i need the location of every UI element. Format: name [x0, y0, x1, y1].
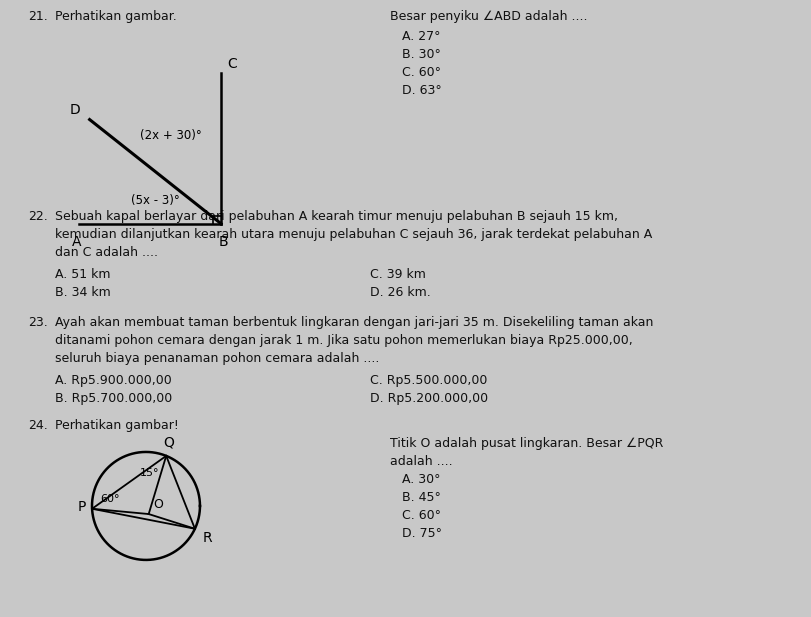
Text: C. 60°: C. 60° — [402, 66, 441, 79]
Text: D. 26 km.: D. 26 km. — [370, 286, 431, 299]
Text: ditanami pohon cemara dengan jarak 1 m. Jika satu pohon memerlukan biaya Rp25.00: ditanami pohon cemara dengan jarak 1 m. … — [55, 334, 633, 347]
Text: A. Rp5.900.000,00: A. Rp5.900.000,00 — [55, 374, 172, 387]
Text: (2x + 30)°: (2x + 30)° — [139, 129, 201, 143]
Text: D. 75°: D. 75° — [402, 527, 442, 540]
Text: A: A — [71, 235, 81, 249]
Text: Perhatikan gambar.: Perhatikan gambar. — [55, 10, 177, 23]
Text: kemudian dilanjutkan kearah utara menuju pelabuhan C sejauh 36, jarak terdekat p: kemudian dilanjutkan kearah utara menuju… — [55, 228, 652, 241]
Text: R: R — [203, 531, 212, 545]
Text: D: D — [70, 103, 81, 117]
Text: C. 39 km: C. 39 km — [370, 268, 426, 281]
Text: 60°: 60° — [100, 494, 120, 504]
Text: A. 30°: A. 30° — [402, 473, 440, 486]
Text: dan C adalah ....: dan C adalah .... — [55, 246, 158, 259]
Text: B: B — [218, 235, 228, 249]
Text: Sebuah kapal berlayar dari pelabuhan A kearah timur menuju pelabuhan B sejauh 15: Sebuah kapal berlayar dari pelabuhan A k… — [55, 210, 618, 223]
Text: Besar penyiku ∠ABD adalah ....: Besar penyiku ∠ABD adalah .... — [390, 10, 587, 23]
Text: C: C — [228, 57, 238, 71]
Text: 21.: 21. — [28, 10, 48, 23]
Text: Perhatikan gambar!: Perhatikan gambar! — [55, 419, 179, 432]
Text: A. 27°: A. 27° — [402, 30, 440, 43]
Text: O: O — [153, 499, 163, 511]
Text: Ayah akan membuat taman berbentuk lingkaran dengan jari-jari 35 m. Disekeliling : Ayah akan membuat taman berbentuk lingka… — [55, 316, 654, 329]
Text: 24.: 24. — [28, 419, 48, 432]
Text: D. 63°: D. 63° — [402, 84, 442, 97]
Text: B. Rp5.700.000,00: B. Rp5.700.000,00 — [55, 392, 172, 405]
Text: 15°: 15° — [140, 468, 160, 478]
Text: B. 45°: B. 45° — [402, 491, 441, 504]
Text: B. 34 km: B. 34 km — [55, 286, 111, 299]
Text: 23.: 23. — [28, 316, 48, 329]
Text: seluruh biaya penanaman pohon cemara adalah ....: seluruh biaya penanaman pohon cemara ada… — [55, 352, 380, 365]
Text: Q: Q — [164, 436, 174, 449]
Text: 22.: 22. — [28, 210, 48, 223]
Text: C. Rp5.500.000,00: C. Rp5.500.000,00 — [370, 374, 487, 387]
Text: B. 30°: B. 30° — [402, 48, 441, 61]
Text: Titik O adalah pusat lingkaran. Besar ∠PQR: Titik O adalah pusat lingkaran. Besar ∠P… — [390, 437, 663, 450]
Text: C. 60°: C. 60° — [402, 509, 441, 522]
Text: P: P — [77, 500, 86, 514]
Text: D. Rp5.200.000,00: D. Rp5.200.000,00 — [370, 392, 488, 405]
Text: A. 51 km: A. 51 km — [55, 268, 110, 281]
Text: adalah ....: adalah .... — [390, 455, 453, 468]
Text: (5x - 3)°: (5x - 3)° — [131, 194, 180, 207]
